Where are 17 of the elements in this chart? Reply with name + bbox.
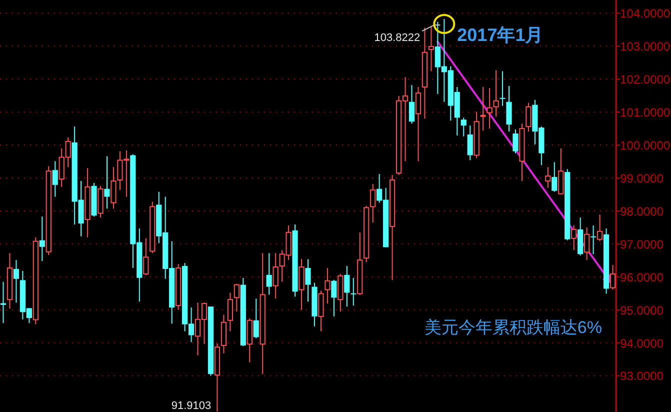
y-tick-label: 98.0000	[620, 204, 664, 218]
annotation: 美元今年累积跌幅达6%	[424, 318, 602, 337]
annotation: 103.8222	[374, 32, 420, 44]
y-tick-label: 97.0000	[620, 237, 664, 252]
y-tick-label: 99.0000	[620, 171, 664, 186]
y-tick-label: 101.0000	[620, 106, 670, 120]
y-tick-label: 103.0000	[620, 40, 670, 54]
y-tick-label: 104.0000	[620, 6, 670, 21]
y-tick-label: 93.0000	[620, 369, 664, 384]
annotation: 2017年1月	[457, 25, 544, 46]
annotation: 103.8222	[374, 24, 441, 44]
y-tick-label: 102.0000	[620, 72, 670, 87]
y-tick-label: 96.0000	[620, 270, 664, 284]
y-tick-label: 100.0000	[620, 138, 670, 153]
annotation: 91.9103	[171, 400, 212, 412]
y-tick-label: 95.0000	[620, 303, 664, 318]
y-tick-label: 94.0000	[620, 336, 664, 350]
